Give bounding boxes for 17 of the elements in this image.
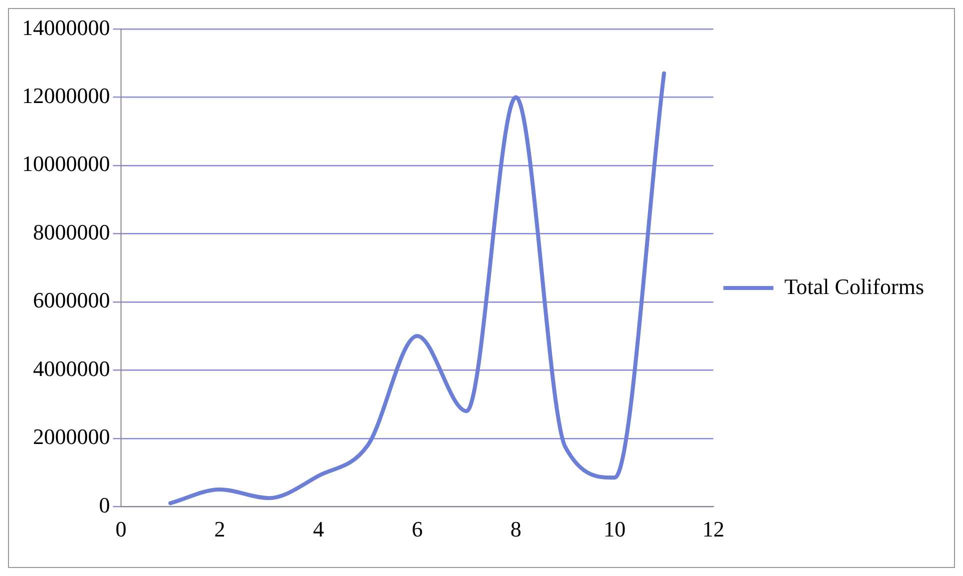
line-series <box>168 71 666 506</box>
y-tick-label: 8000000 <box>33 219 110 244</box>
x-tick-label: 8 <box>510 516 522 542</box>
x-tick-label: 4 <box>312 516 324 542</box>
y-tick-label: 0 <box>99 492 110 518</box>
y-tick-label: 6000000 <box>33 288 110 313</box>
y-tick-label: 14000000 <box>22 14 110 40</box>
y-tick-label: 12000000 <box>22 83 110 108</box>
x-tick-label: 6 <box>412 516 423 542</box>
y-tick-label: 2000000 <box>33 424 110 450</box>
y-tick-label: 10000000 <box>22 151 110 176</box>
y-tick-label: 4000000 <box>33 356 110 381</box>
legend-label: Total Coliforms <box>784 274 924 299</box>
x-tick-label: 2 <box>214 516 226 542</box>
x-tick-label: 12 <box>702 516 724 542</box>
x-tick-label: 0 <box>116 516 126 542</box>
x-tick-label: 10 <box>604 516 626 542</box>
